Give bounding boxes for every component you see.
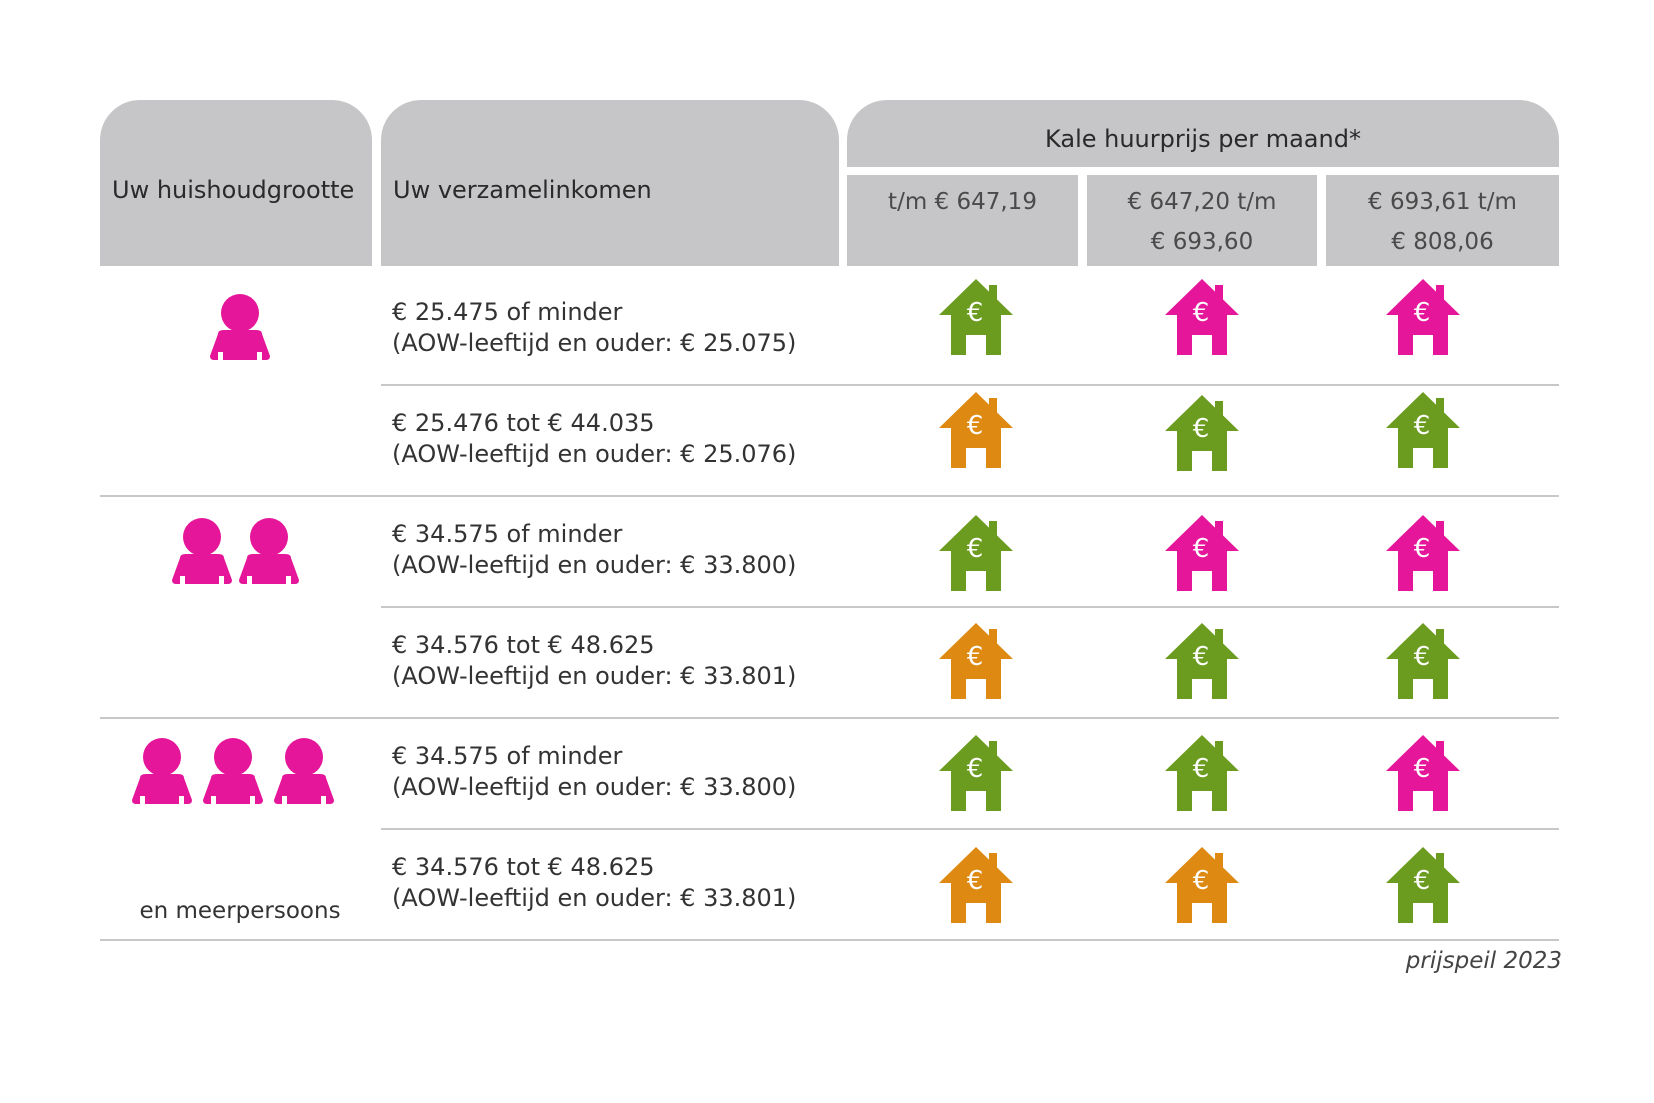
svg-text:€: € [1414, 411, 1431, 441]
income-row-3-line2: (AOW-leeftijd en ouder: € 33.800) [392, 551, 797, 579]
header-household-label: Uw huishoudgrootte [112, 176, 355, 204]
person-icon [197, 738, 269, 808]
house-euro-icon: € [937, 277, 1015, 357]
house-euro-icon: € [1163, 845, 1241, 925]
house-euro-icon: € [1384, 390, 1462, 470]
income-row-3-line1: € 34.575 of minder [392, 520, 623, 548]
house-euro-icon: € [1384, 277, 1462, 357]
svg-text:€: € [967, 411, 984, 441]
price-col-3-line2: € 808,06 [1391, 229, 1494, 255]
price-col-1-line1: t/m € 647,19 [888, 189, 1037, 215]
price-col-3-line1: € 693,61 t/m [1368, 189, 1517, 215]
svg-text:€: € [1414, 866, 1431, 896]
house-euro-icon: € [1163, 513, 1241, 593]
income-row-1-line2: (AOW-leeftijd en ouder: € 25.075) [392, 329, 797, 357]
divider-sub-3 [381, 828, 1559, 830]
income-row-3: € 34.575 of minder (AOW-leeftijd en oude… [392, 519, 796, 581]
svg-text:€: € [967, 866, 984, 896]
price-col-3-cell [1326, 175, 1559, 266]
house-euro-icon: € [937, 390, 1015, 470]
income-row-2: € 25.476 tot € 44.035 (AOW-leeftijd en o… [392, 408, 796, 470]
svg-text:€: € [1193, 866, 1210, 896]
house-euro-icon: € [1163, 733, 1241, 813]
price-col-3-text: € 693,61 t/m € 808,06 [1326, 182, 1559, 262]
income-row-4-line1: € 34.576 tot € 48.625 [392, 631, 655, 659]
house-euro-icon: € [937, 513, 1015, 593]
house-euro-icon: € [1163, 621, 1241, 701]
income-row-1: € 25.475 of minder (AOW-leeftijd en oude… [392, 297, 796, 359]
price-col-1-cell [847, 175, 1078, 266]
footnote-price-level: prijspeil 2023 [1405, 948, 1562, 974]
person-icon [268, 738, 340, 808]
income-row-2-line2: (AOW-leeftijd en ouder: € 25.076) [392, 440, 797, 468]
svg-text:€: € [1414, 534, 1431, 564]
svg-text:€: € [1414, 754, 1431, 784]
header-rent-cell [847, 100, 1559, 167]
price-col-2-cell [1087, 175, 1317, 266]
person-icon [204, 294, 276, 364]
divider-sub-1 [381, 384, 1559, 386]
header-household-cell [100, 100, 372, 266]
price-col-1-text: t/m € 647,19 [847, 182, 1078, 222]
house-euro-icon: € [1384, 513, 1462, 593]
house-euro-icon: € [937, 845, 1015, 925]
svg-text:€: € [967, 754, 984, 784]
svg-text:€: € [967, 534, 984, 564]
person-icon [166, 518, 238, 588]
svg-text:€: € [1193, 534, 1210, 564]
house-euro-icon: € [937, 621, 1015, 701]
svg-text:€: € [967, 642, 984, 672]
svg-text:€: € [1414, 298, 1431, 328]
svg-text:€: € [1193, 414, 1210, 444]
income-row-6-line2: (AOW-leeftijd en ouder: € 33.801) [392, 884, 797, 912]
header-income-cell [381, 100, 839, 266]
person-icon [233, 518, 305, 588]
income-row-2-line1: € 25.476 tot € 44.035 [392, 409, 655, 437]
income-row-6: € 34.576 tot € 48.625 (AOW-leeftijd en o… [392, 852, 796, 914]
divider-group-1 [100, 495, 1559, 497]
price-col-2-line2: € 693,60 [1150, 229, 1254, 255]
income-row-4: € 34.576 tot € 48.625 (AOW-leeftijd en o… [392, 630, 796, 692]
house-euro-icon: € [1384, 621, 1462, 701]
income-row-5-line1: € 34.575 of minder [392, 742, 623, 770]
svg-text:€: € [967, 298, 984, 328]
divider-bottom [100, 939, 1559, 941]
income-row-5: € 34.575 of minder (AOW-leeftijd en oude… [392, 741, 796, 803]
price-col-2-line1: € 647,20 t/m [1127, 189, 1277, 215]
svg-text:€: € [1414, 642, 1431, 672]
house-euro-icon: € [1163, 277, 1241, 357]
price-col-2-text: € 647,20 t/m € 693,60 [1087, 182, 1317, 262]
svg-text:€: € [1193, 642, 1210, 672]
income-row-4-line2: (AOW-leeftijd en ouder: € 33.801) [392, 662, 797, 690]
income-row-6-line1: € 34.576 tot € 48.625 [392, 853, 655, 881]
house-euro-icon: € [1384, 845, 1462, 925]
header-income-label: Uw verzamelinkomen [393, 176, 652, 204]
svg-text:€: € [1193, 298, 1210, 328]
svg-text:€: € [1193, 754, 1210, 784]
header-rent-label: Kale huurprijs per maand* [1045, 125, 1361, 153]
house-euro-icon: € [1163, 393, 1241, 473]
income-row-5-line2: (AOW-leeftijd en ouder: € 33.800) [392, 773, 797, 801]
divider-sub-2 [381, 606, 1559, 608]
house-euro-icon: € [1384, 733, 1462, 813]
income-row-1-line1: € 25.475 of minder [392, 298, 623, 326]
person-icon [126, 738, 198, 808]
house-euro-icon: € [937, 733, 1015, 813]
group-3-label: en meerpersoons [139, 898, 341, 924]
divider-group-2 [100, 717, 1559, 719]
